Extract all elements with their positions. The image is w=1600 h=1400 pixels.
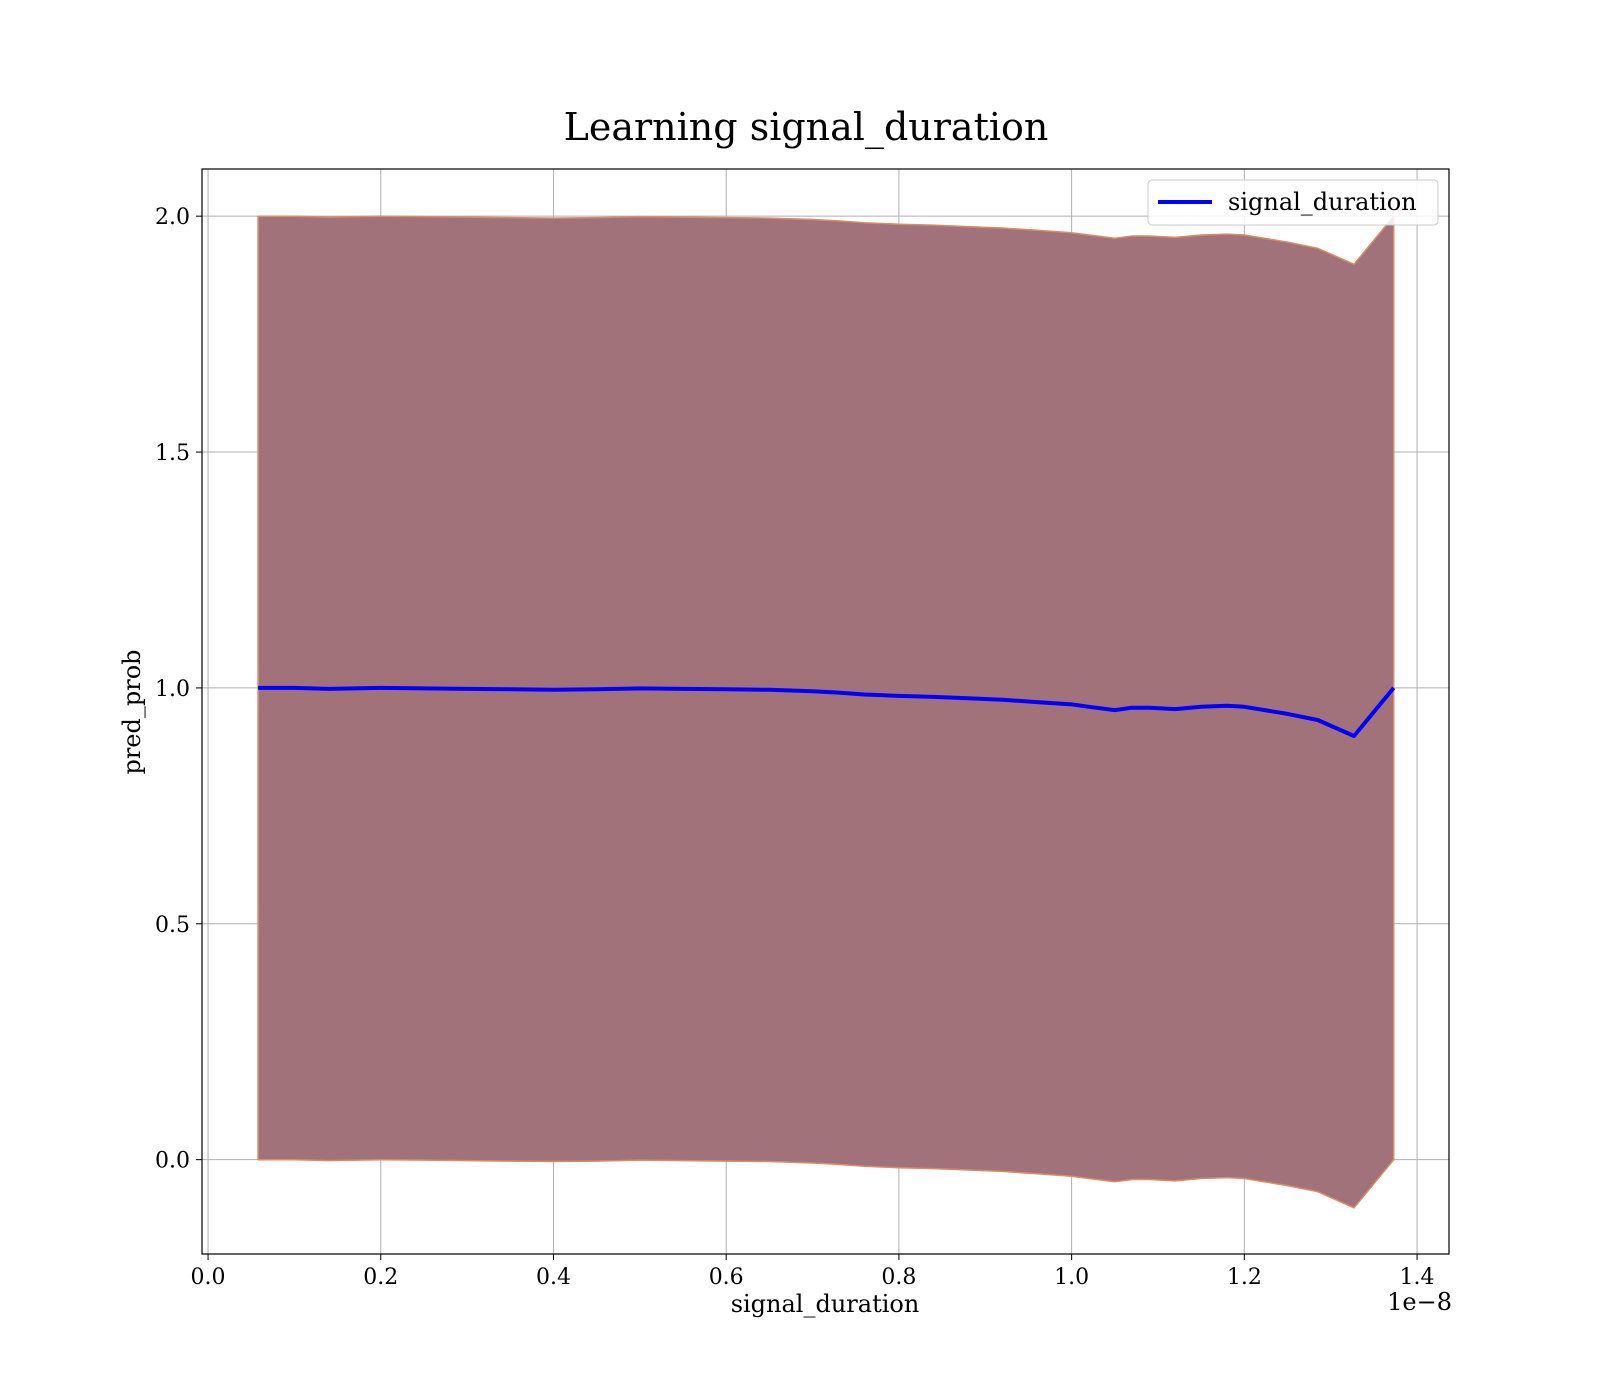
series-line-group [258, 685, 1396, 738]
legend: signal_duration [1147, 179, 1439, 226]
x-tick-label: 0.2 [363, 1265, 398, 1290]
x-tick-label: 0.0 [191, 1265, 226, 1290]
y-axis-ticks: 0.0 0.5 1.0 1.5 2.0 [155, 205, 202, 1174]
chart-title: Learning signal_duration [564, 105, 1049, 150]
legend-label: signal_duration [1228, 188, 1417, 216]
y-tick-label: 2.0 [155, 205, 190, 230]
y-tick-label: 0.5 [155, 913, 190, 938]
x-tick-label: 1.2 [1227, 1265, 1262, 1290]
x-tick-label: 1.0 [1054, 1265, 1089, 1290]
confidence-band-area [257, 214, 1395, 1209]
y-axis-label: pred_prob [118, 649, 146, 774]
x-tick-label: 0.6 [709, 1265, 744, 1290]
x-axis-label: signal_duration [731, 1290, 920, 1318]
x-axis-offset-label: 1e−8 [1387, 1288, 1452, 1316]
y-tick-label: 1.5 [155, 441, 190, 466]
y-tick-label: 1.0 [155, 677, 190, 702]
x-tick-label: 0.4 [536, 1265, 571, 1290]
x-axis-ticks: 0.0 0.2 0.4 0.6 0.8 1.0 1.2 1.4 [191, 1254, 1435, 1290]
y-tick-label: 0.0 [155, 1149, 190, 1174]
plot-frame [201, 168, 1450, 1255]
confidence-band [257, 214, 1395, 1209]
x-tick-label: 1.4 [1400, 1265, 1435, 1290]
series-line [258, 685, 1396, 738]
x-tick-label: 0.8 [881, 1265, 916, 1290]
legend-box [1147, 179, 1439, 226]
